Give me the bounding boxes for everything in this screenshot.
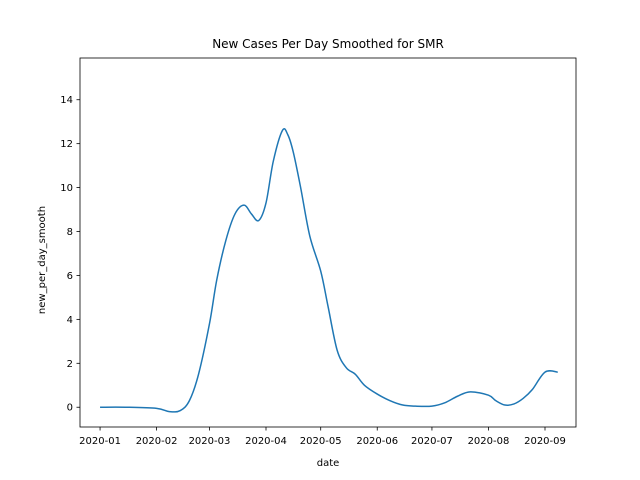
y-tick-label: 8 [67, 227, 73, 238]
y-axis-label: new_per_day_smooth [37, 206, 48, 314]
x-tick-label: 2020-09 [524, 436, 566, 447]
x-tick-label: 2020-04 [245, 436, 287, 447]
y-tick-label: 0 [67, 403, 73, 414]
x-tick-label: 2020-02 [136, 436, 178, 447]
y-axis: 0 2 4 6 8 10 12 14 [60, 95, 80, 414]
x-tick-label: 2020-03 [189, 436, 231, 447]
x-axis-label: date [317, 458, 340, 469]
y-tick-label: 6 [67, 271, 73, 282]
x-tick-label: 2020-07 [411, 436, 453, 447]
x-axis: 2020-01 2020-02 2020-03 2020-04 2020-05 2020-… [79, 427, 566, 447]
x-tick-label: 2020-01 [79, 436, 121, 447]
y-tick-label: 4 [67, 315, 73, 326]
x-tick-label: 2020-05 [300, 436, 342, 447]
y-tick-label: 14 [60, 95, 73, 106]
x-tick-label: 2020-06 [356, 436, 398, 447]
x-tick-label: 2020-08 [468, 436, 510, 447]
y-tick-label: 2 [67, 359, 73, 370]
y-tick-label: 10 [60, 183, 73, 194]
plot-frame [79, 57, 577, 428]
series-line-0 [100, 128, 558, 413]
chart-title: New Cases Per Day Smoothed for SMR [212, 37, 444, 51]
y-tick-label: 12 [60, 139, 73, 150]
plot-area [79, 57, 577, 428]
